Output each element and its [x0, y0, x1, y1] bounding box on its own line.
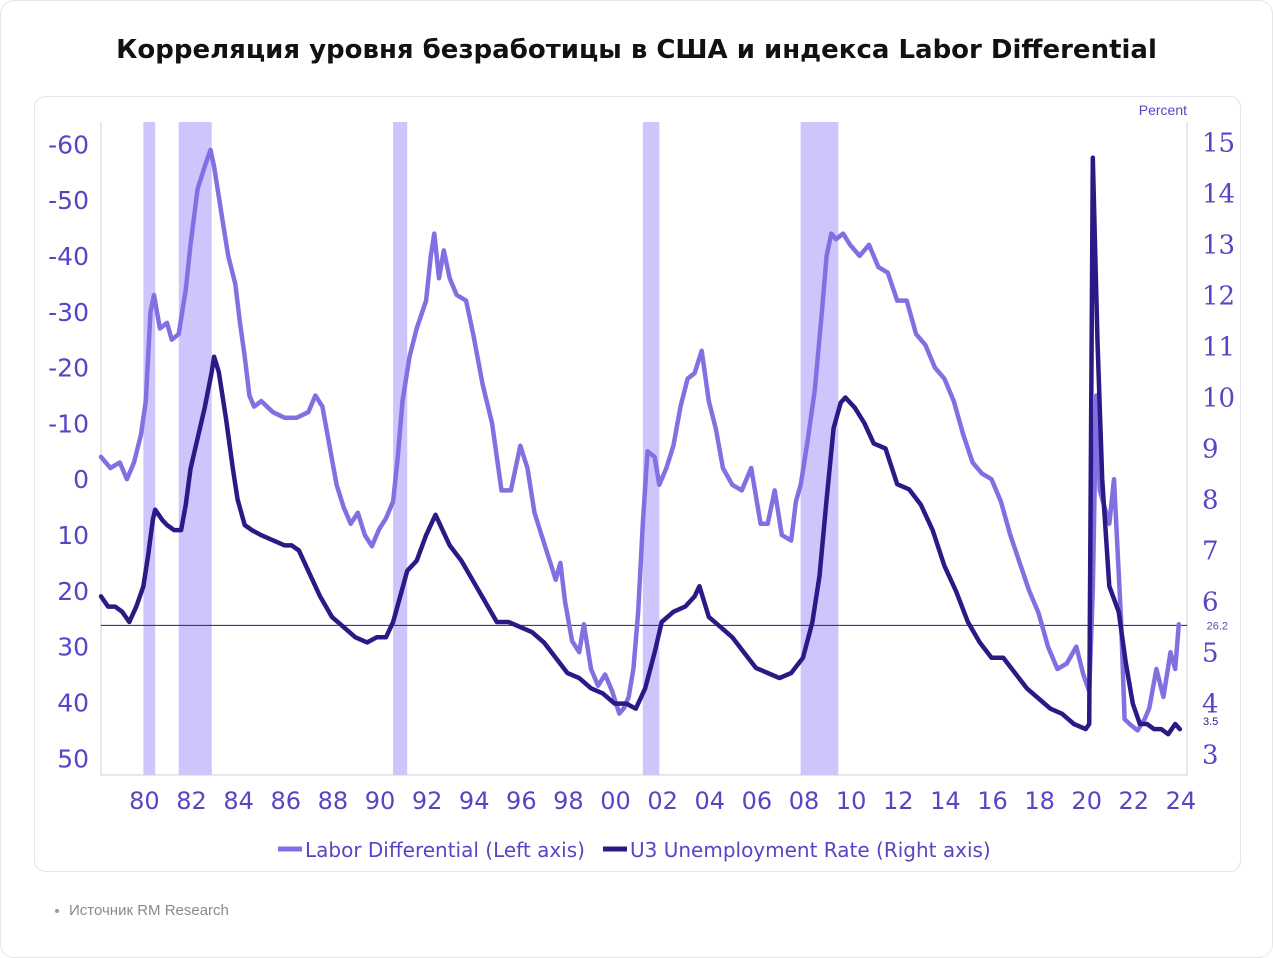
left-tick-label: -40: [48, 242, 89, 271]
x-tick-label: 16: [977, 787, 1008, 815]
x-tick-label: 18: [1024, 787, 1055, 815]
right-axis-ticks: 3 4 5 6 7 8 9 10 11 12 13 14 15: [1202, 128, 1235, 770]
right-tick-label: 13: [1202, 230, 1235, 260]
x-tick-label: 22: [1119, 787, 1150, 815]
x-tick-label: 80: [129, 787, 160, 815]
source-text: Источник RM Research: [69, 902, 229, 919]
u3-unemployment-line: [98, 155, 1183, 737]
x-tick-label: 96: [506, 787, 537, 815]
x-tick-label: 20: [1071, 787, 1102, 815]
left-tick-label: -50: [48, 186, 89, 215]
x-tick-label: 12: [883, 787, 914, 815]
x-tick-label: 08: [789, 787, 820, 815]
series-lines: [98, 147, 1183, 737]
x-tick-label: 02: [647, 787, 678, 815]
legend-labor-differential-label: Labor Differential (Left axis): [305, 838, 585, 862]
reference-line-group: 26.2 3.5: [101, 620, 1228, 728]
left-tick-label: 0: [73, 465, 89, 494]
left-tick-label: -10: [48, 409, 89, 438]
recession-band-0: [143, 122, 156, 775]
right-tick-label: 3: [1202, 741, 1219, 771]
right-tick-label: 5: [1202, 639, 1219, 669]
x-tick-label: 98: [553, 787, 584, 815]
x-tick-label: 10: [836, 787, 867, 815]
left-tick-label: 40: [57, 688, 89, 717]
right-tick-label: 4: [1202, 690, 1219, 720]
recession-band-3: [642, 122, 660, 775]
axes: [100, 122, 1188, 776]
left-tick-label: 30: [57, 633, 89, 662]
right-tick-label: 9: [1202, 435, 1219, 465]
x-tick-label: 92: [412, 787, 443, 815]
x-tick-label: 90: [365, 787, 396, 815]
bullet-dot: [55, 909, 59, 914]
left-tick-label: -60: [48, 130, 89, 159]
right-axis-unit: Percent: [1139, 102, 1187, 118]
right-tick-label: 10: [1202, 383, 1235, 413]
x-tick-label: 94: [459, 787, 490, 815]
x-tick-label: 00: [600, 787, 631, 815]
x-tick-label: 06: [742, 787, 773, 815]
x-tick-label: 14: [930, 787, 961, 815]
chart-title: Корреляция уровня безработицы в США и ин…: [116, 35, 1157, 65]
x-tick-label: 84: [223, 787, 254, 815]
legend-u3-label: U3 Unemployment Rate (Right axis): [630, 838, 991, 862]
right-tick-label: 8: [1202, 486, 1219, 516]
reference-line-label: 26.2: [1207, 620, 1228, 632]
recession-bands: [143, 122, 839, 775]
x-tick-label: 24: [1166, 787, 1197, 815]
left-tick-label: 20: [57, 577, 89, 606]
right-tick-label: 7: [1202, 537, 1219, 567]
right-tick-label: 14: [1202, 179, 1235, 209]
x-axis-ticks: 80 82 84 86 88 90 92 94 96 98 00 02 04 06 08 10 12 14 16 18…: [129, 787, 1196, 815]
right-tick-label: 12: [1202, 281, 1235, 311]
left-tick-label: 50: [57, 744, 89, 773]
right-tick-label: 15: [1202, 128, 1235, 158]
x-tick-label: 82: [176, 787, 207, 815]
right-tick-label: 6: [1202, 588, 1219, 618]
left-tick-label: -30: [48, 298, 89, 327]
source-note: Источник RM Research: [55, 902, 229, 919]
last-value-label: 3.5: [1203, 716, 1218, 728]
chart-card: -60 -50 -40 -30 -20 -10 0 10 20 30 40 50 3 4 5 6 7 8 9 10 1…: [34, 96, 1241, 872]
chart-svg: -60 -50 -40 -30 -20 -10 0 10 20 30 40 50 3 4 5 6 7 8 9 10 1…: [48, 102, 1235, 862]
left-tick-label: -20: [48, 354, 89, 383]
x-tick-label: 04: [695, 787, 726, 815]
legend: Labor Differential (Left axis) U3 Unemplo…: [278, 838, 991, 862]
left-axis-ticks: -60 -50 -40 -30 -20 -10 0 10 20 30 40 50: [48, 130, 89, 773]
left-tick-label: 10: [57, 521, 89, 550]
labor-differential-line: [98, 147, 1182, 733]
x-tick-label: 86: [270, 787, 301, 815]
x-tick-label: 88: [318, 787, 349, 815]
right-tick-label: 11: [1202, 332, 1235, 362]
